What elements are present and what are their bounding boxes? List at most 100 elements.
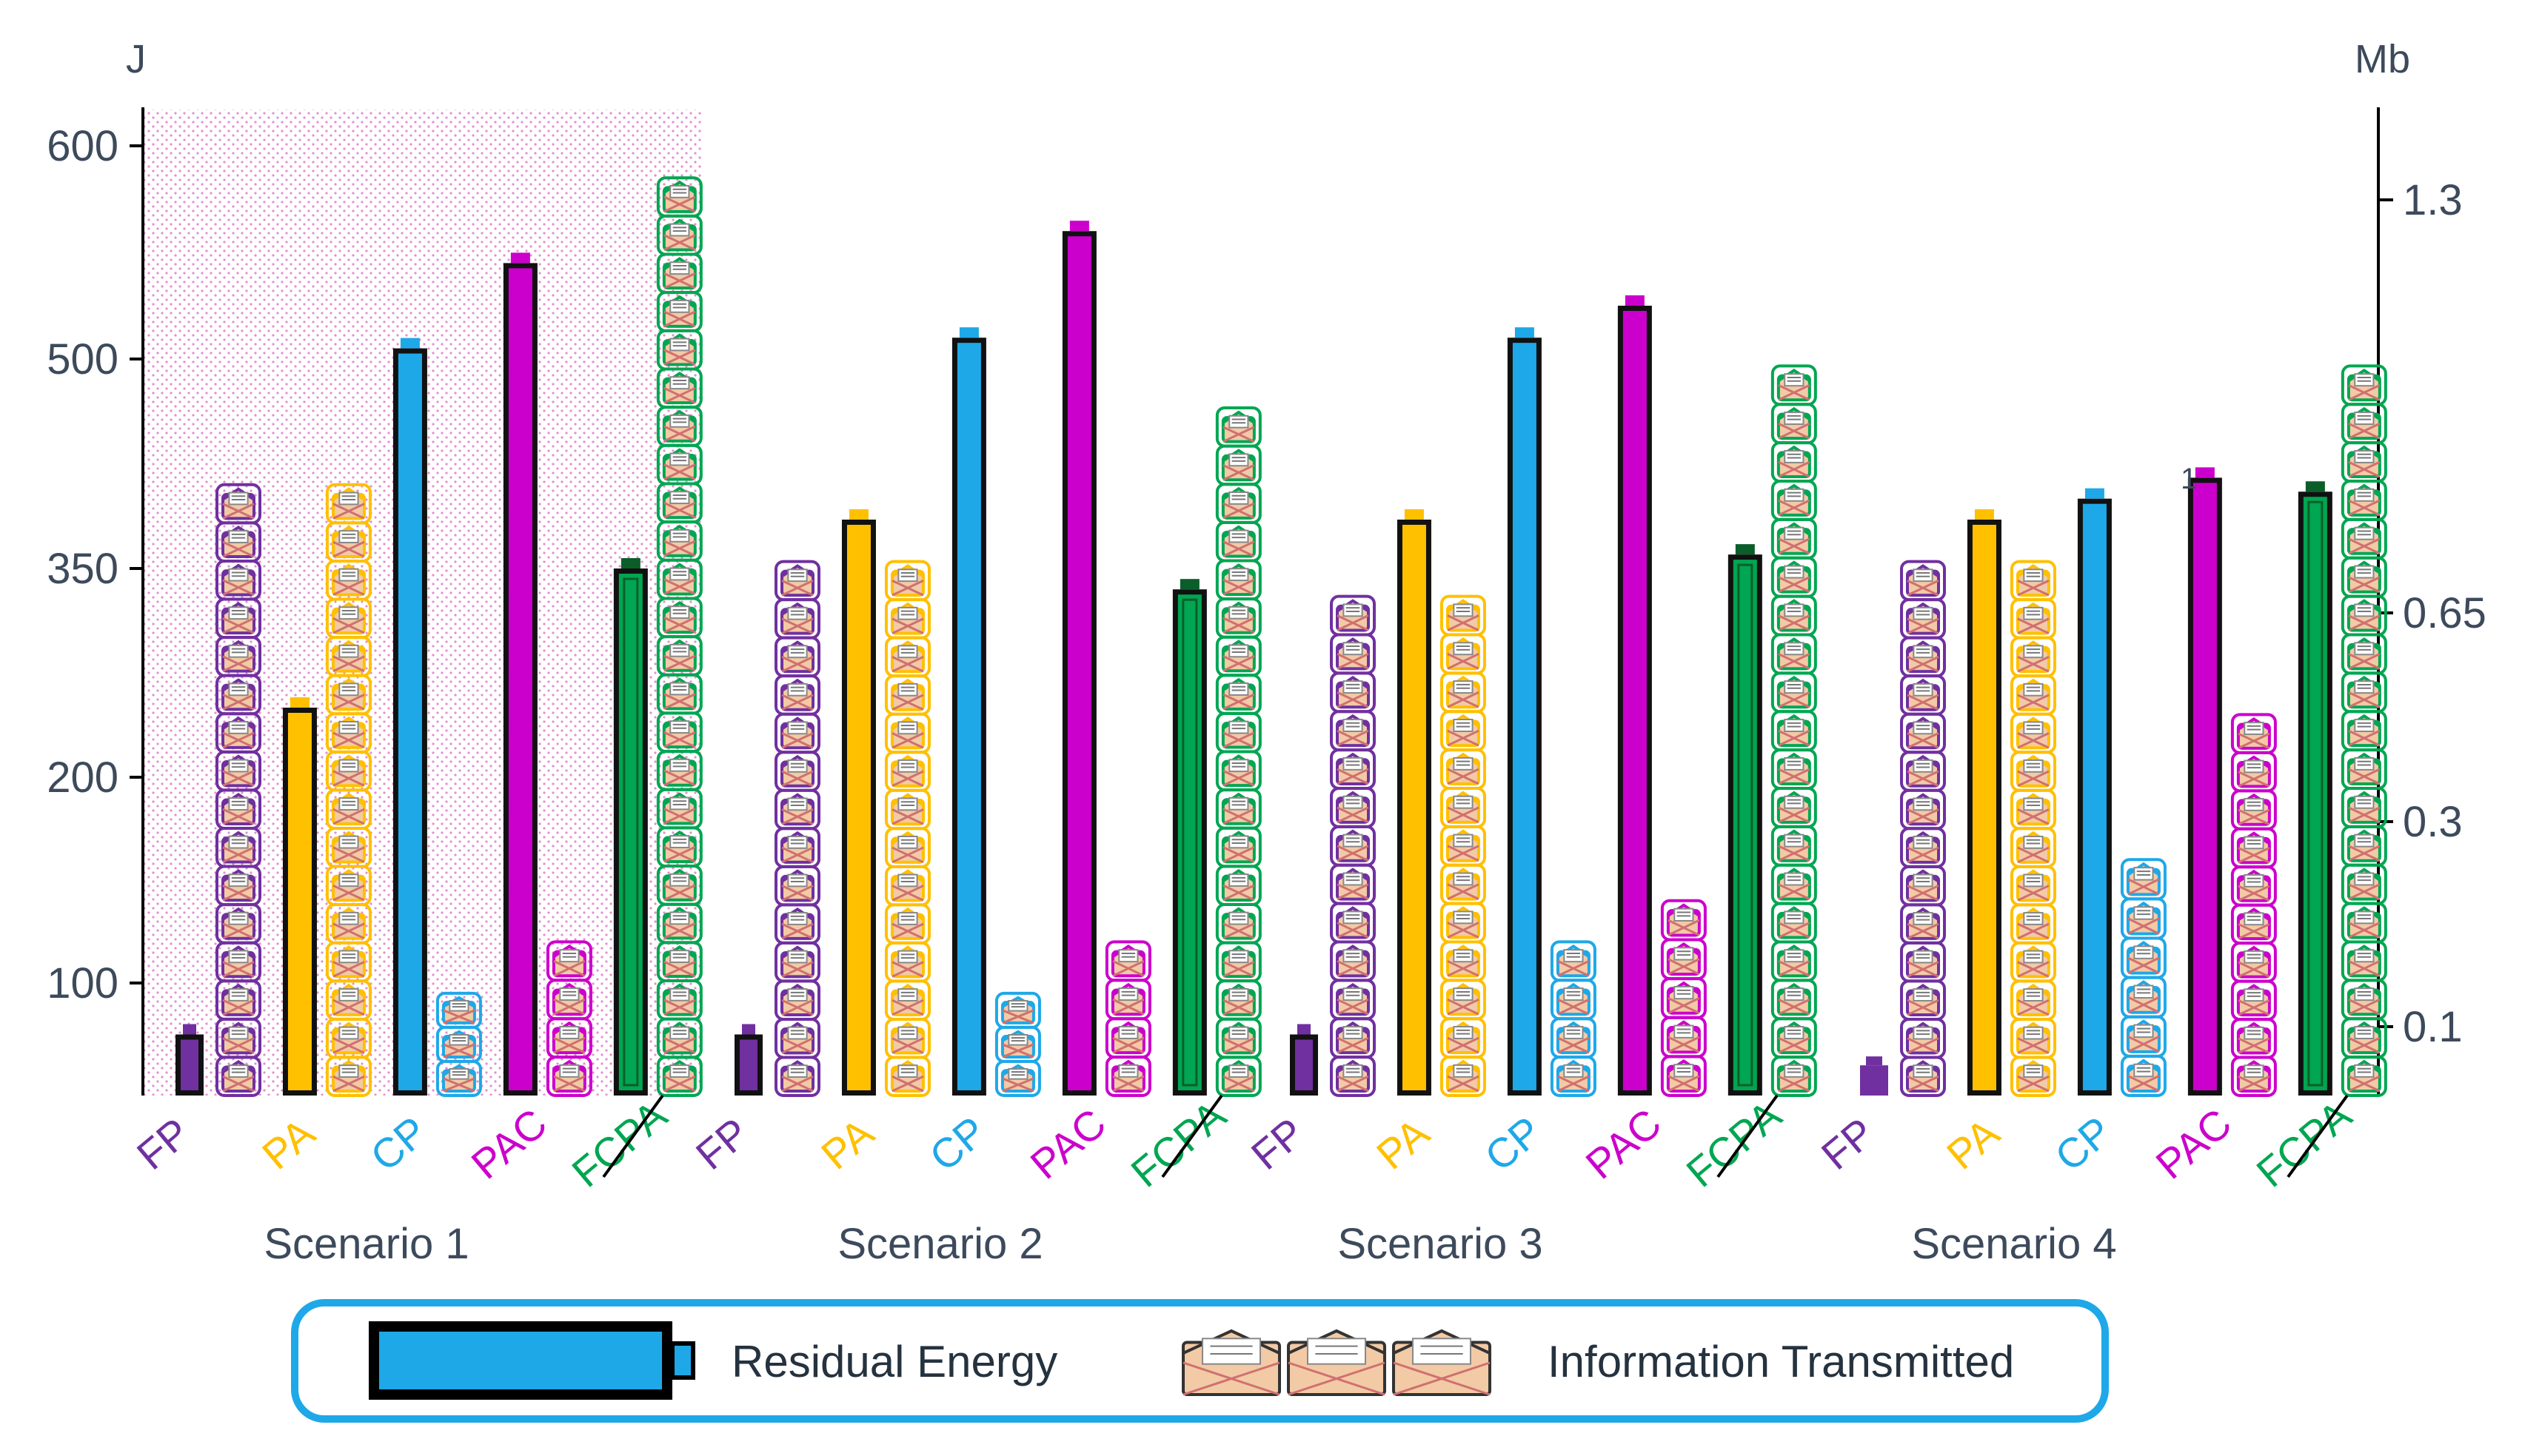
category-label: CP [1476, 1107, 1550, 1180]
category-label: FCPA [563, 1091, 675, 1196]
group-separator [2287, 1094, 2349, 1178]
envelope-icon [1445, 829, 1480, 862]
envelope-icon [1221, 640, 1256, 673]
envelope-icon [890, 602, 925, 635]
envelope-icon [1776, 1059, 1811, 1093]
envelope-icon [1776, 560, 1811, 594]
envelope-icon [1556, 944, 1591, 978]
energy-bar-fill [398, 353, 422, 1091]
envelope-icon [2347, 829, 2381, 862]
envelope-icon [662, 409, 697, 443]
info-stack [2230, 713, 2277, 1098]
envelope-icon [1221, 983, 1256, 1016]
envelope-icon [1445, 675, 1480, 709]
envelope-icon [2016, 754, 2050, 788]
envelope-icon [2016, 640, 2050, 674]
left-tick-label: 350 [47, 545, 118, 593]
envelope-icon [2126, 941, 2161, 975]
envelope-icon [662, 639, 697, 672]
envelope-icon [2347, 1021, 2381, 1055]
left-tick-label: 600 [47, 122, 118, 170]
envelope-icon [1776, 945, 1811, 978]
envelope-icon [890, 678, 925, 711]
energy-bar-cap [2305, 481, 2325, 492]
left-tick-label: 100 [47, 959, 118, 1007]
envelope-icon [441, 1064, 476, 1093]
envelope-icon [1392, 1329, 1491, 1396]
envelope-icon [2016, 678, 2050, 711]
envelope-icon [1776, 868, 1811, 901]
envelope-icon [1906, 602, 1940, 635]
envelope-icon [2347, 868, 2381, 901]
envelope-icon [221, 678, 255, 711]
envelope-icon [2347, 714, 2381, 748]
envelope-icon [1906, 640, 1940, 674]
envelope-icon [1000, 1064, 1035, 1093]
energy-bar-fill [618, 574, 643, 1090]
envelope-icon [662, 372, 697, 405]
envelope-icon [1445, 714, 1480, 748]
energy-bar-fill [1067, 236, 1091, 1091]
category-label: FCPA [1677, 1091, 1790, 1196]
energy-bar-inner [623, 577, 639, 1087]
envelope-icon [1776, 714, 1811, 748]
info-stack [215, 483, 261, 1098]
envelope-icon [441, 996, 476, 1024]
envelope-icon [780, 869, 815, 902]
envelope-icon [1221, 754, 1256, 788]
envelope-icon [221, 983, 255, 1016]
envelope-icon [1906, 1021, 1940, 1055]
left-tick-label: 500 [47, 335, 118, 383]
envelope-icon [1445, 791, 1480, 824]
envelope-icon [780, 793, 815, 826]
category-label: PAC [1022, 1099, 1115, 1188]
energy-bar-cap [959, 327, 979, 338]
info-stack [656, 176, 703, 1098]
envelope-icon [2236, 1060, 2271, 1093]
envelope-icon [2236, 908, 2271, 941]
envelope-icon [662, 792, 697, 825]
envelope-icon [331, 602, 366, 635]
envelope-icon [331, 678, 366, 711]
envelope-icon [1221, 868, 1256, 902]
envelope-icon [221, 869, 255, 902]
envelope-icon [2016, 945, 2050, 979]
category-label: PA [1938, 1109, 2008, 1178]
energy-bar-cap [1625, 295, 1645, 306]
right-tick-label: 0.3 [2403, 798, 2463, 846]
envelope-icon [780, 984, 815, 1016]
envelope-icon [2347, 1059, 2381, 1093]
info-stack [435, 991, 482, 1098]
scenario-label: Scenario 3 [1337, 1220, 1542, 1268]
info-stack [1900, 560, 1946, 1097]
energy-bar-fill [740, 1039, 757, 1090]
envelope-icon [331, 945, 366, 979]
envelope-icon [662, 754, 697, 787]
envelope-icon [1445, 599, 1480, 632]
envelope-icon [1336, 906, 1370, 939]
envelope-icon [1336, 714, 1370, 748]
envelope-icon [1221, 601, 1256, 634]
legend-energy-label: Residual Energy [732, 1337, 1057, 1386]
envelope-icon [780, 678, 815, 711]
envelope-icon [1287, 1329, 1386, 1396]
category-label: CP [920, 1107, 994, 1180]
energy-bar-cap [742, 1024, 755, 1035]
envelope-icon [1221, 792, 1256, 825]
envelope-icon [2236, 755, 2271, 788]
envelope-icon [1445, 1059, 1480, 1093]
energy-bar-fill [1295, 1039, 1313, 1090]
envelope-icon [890, 945, 925, 979]
energy-bar-cap [1404, 509, 1424, 520]
envelope-icon [662, 257, 697, 290]
envelope-icon [1906, 984, 1940, 1016]
envelope-icon [331, 525, 366, 558]
category-label: FCPA [2247, 1091, 2360, 1196]
envelope-icon [780, 717, 815, 750]
envelope-icon [2347, 445, 2381, 479]
envelope-icon [1336, 868, 1370, 901]
info-stack [1660, 899, 1707, 1097]
envelope-icon [221, 793, 255, 825]
envelope-icon [662, 486, 697, 520]
envelope-icon [221, 487, 255, 520]
